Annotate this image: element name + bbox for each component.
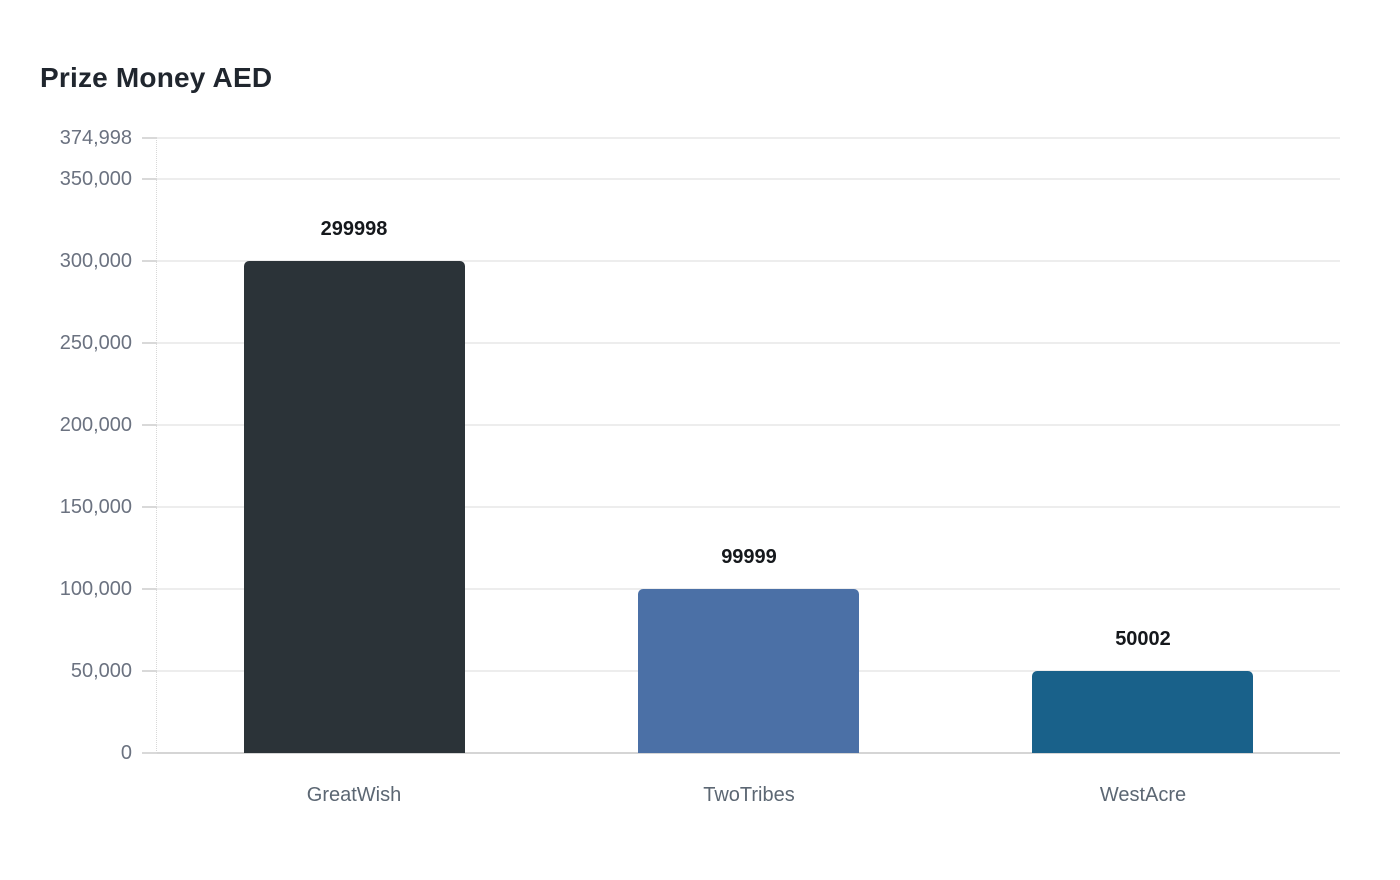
bar-value-label: 50002 [1115,628,1171,650]
y-gridline [148,506,1340,508]
x-tick-label: TwoTribes [703,784,795,806]
y-gridline [148,424,1340,426]
y-axis-tickmark [142,670,157,672]
y-axis-tickmark [142,342,157,344]
y-axis-tickmark [142,424,157,426]
y-axis-tickmark [142,260,157,262]
y-tick-label: 300,000 [59,250,132,272]
y-gridline [148,260,1340,262]
bar-greatwish[interactable] [244,261,465,753]
y-gridline [148,137,1340,139]
y-tick-label: 374,998 [59,127,132,149]
x-tick-label: GreatWish [306,784,402,806]
bar-westacre[interactable] [1032,671,1253,753]
y-tick-label: 50,000 [70,660,132,682]
y-tick-label: 200,000 [59,414,132,436]
bar-twotribes[interactable] [638,589,859,753]
y-axis-tickmark [142,588,157,590]
bar-value-label: 99999 [721,546,777,568]
y-axis-tickmark [142,506,157,508]
y-gridline [148,178,1340,180]
y-tick-label: 0 [120,742,132,764]
y-axis-tickmark [142,752,157,754]
y-axis-tickmark [142,137,157,139]
x-axis-baseline [148,752,1340,754]
y-tick-label: 350,000 [59,168,132,190]
chart-title: Prize Money AED [40,62,273,93]
y-tick-label: 250,000 [59,332,132,354]
y-axis-line [156,138,157,753]
y-tick-label: 100,000 [59,578,132,600]
y-tick-label: 150,000 [59,496,132,518]
y-gridline [148,342,1340,344]
x-tick-label: WestAcre [1099,784,1187,806]
bar-value-label: 299998 [320,218,388,240]
y-axis-tickmark [142,178,157,180]
